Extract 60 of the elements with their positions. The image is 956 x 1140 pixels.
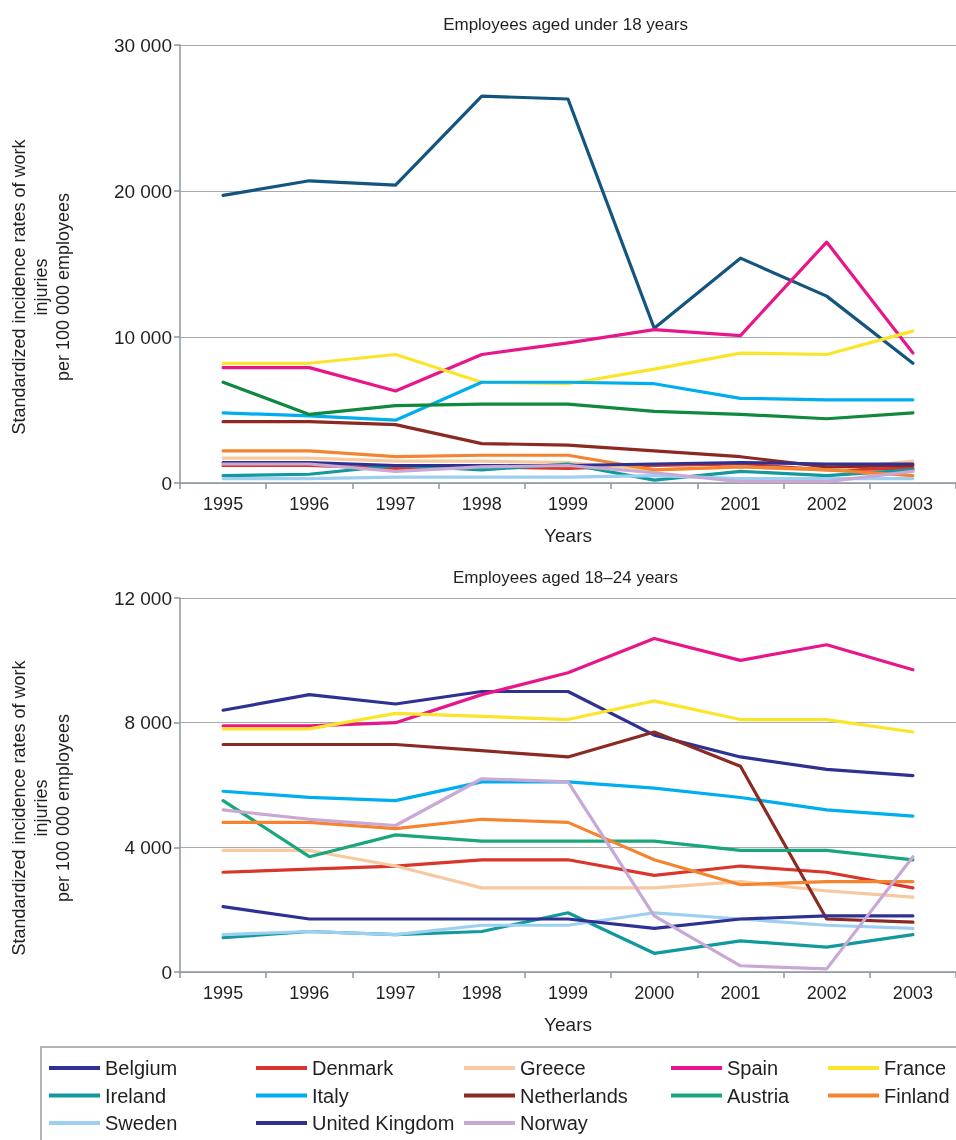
x-tick-label: 2000 xyxy=(634,494,675,514)
line-series xyxy=(221,730,915,924)
x-axis-title: Years xyxy=(544,1014,592,1035)
legend-label: France xyxy=(884,1057,947,1079)
y-tick-label: 4 000 xyxy=(124,836,172,858)
line-series xyxy=(221,699,915,734)
x-tick-label: 1999 xyxy=(547,983,589,1003)
x-tick-label: 2001 xyxy=(720,983,761,1003)
legend-label: Greece xyxy=(520,1057,586,1079)
legend-label: United Kingdom xyxy=(312,1112,455,1134)
chart-title: Employees aged under 18 years xyxy=(443,15,688,34)
line-series xyxy=(221,848,915,899)
x-tick-label: 2003 xyxy=(892,494,933,514)
line-series xyxy=(221,858,915,890)
x-tick-label: 2003 xyxy=(892,983,933,1003)
line-series xyxy=(221,798,915,862)
line-series xyxy=(221,636,915,728)
x-tick-label: 2002 xyxy=(806,983,847,1003)
line-series xyxy=(221,420,915,469)
chart-title: Employees aged 18–24 years xyxy=(453,568,678,587)
line-series xyxy=(221,904,915,930)
x-tick-label: 1995 xyxy=(203,983,244,1003)
legend-label: Spain xyxy=(727,1057,779,1079)
legend-label: Sweden xyxy=(105,1112,178,1134)
line-series xyxy=(221,777,915,971)
x-tick-label: 1996 xyxy=(289,983,330,1003)
x-tick-label: 2002 xyxy=(806,494,847,514)
legend-label: Norway xyxy=(520,1112,588,1134)
y-axis-title: Standardized incidence rates of work injuries per 100 000 employees xyxy=(9,659,73,956)
x-tick-label: 1997 xyxy=(375,494,416,514)
x-tick-label: 2001 xyxy=(720,494,761,514)
y-tick-label: 8 000 xyxy=(124,712,172,734)
legend-label: Finland xyxy=(884,1084,950,1107)
x-tick-label: 2000 xyxy=(634,983,675,1003)
line-series xyxy=(221,240,915,393)
line-series xyxy=(221,911,915,937)
legend-label: Austria xyxy=(727,1084,791,1107)
legend-label: Italy xyxy=(312,1084,349,1107)
y-tick-label: 20 000 xyxy=(113,180,172,202)
x-tick-label: 1998 xyxy=(461,983,502,1003)
line-series xyxy=(221,817,915,887)
x-tick-label: 1999 xyxy=(547,494,589,514)
legend-label: Ireland xyxy=(105,1084,167,1107)
x-tick-label: 1995 xyxy=(203,494,244,514)
y-tick-label: 0 xyxy=(161,472,172,494)
line-series xyxy=(221,94,915,365)
y-tick-label: 0 xyxy=(161,961,172,983)
legend-label: Belgium xyxy=(105,1057,178,1079)
legend-label: Netherlands xyxy=(520,1084,628,1107)
line-series xyxy=(221,449,915,478)
y-axis-title: Standardized incidence rates of work injuries per 100 000 employees xyxy=(9,138,73,435)
x-axis-title: Years xyxy=(544,525,592,546)
line-series xyxy=(221,689,915,778)
y-tick-label: 12 000 xyxy=(113,587,172,609)
x-tick-label: 1996 xyxy=(289,494,330,514)
y-tick-label: 30 000 xyxy=(113,34,172,56)
x-tick-label: 1997 xyxy=(375,983,416,1003)
y-tick-label: 10 000 xyxy=(113,326,172,348)
x-tick-label: 1998 xyxy=(461,494,502,514)
legend-label: Denmark xyxy=(312,1057,395,1079)
